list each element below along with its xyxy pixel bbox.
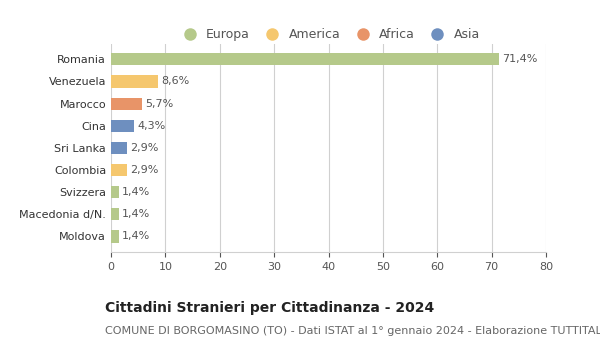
Bar — [111, 98, 142, 110]
Bar — [111, 75, 158, 88]
Bar — [111, 186, 119, 198]
Text: 1,4%: 1,4% — [122, 231, 150, 242]
Text: 2,9%: 2,9% — [130, 165, 158, 175]
Bar — [111, 208, 119, 220]
Text: 5,7%: 5,7% — [145, 99, 173, 108]
Bar — [111, 120, 134, 132]
Text: Cittadini Stranieri per Cittadinanza - 2024: Cittadini Stranieri per Cittadinanza - 2… — [105, 301, 434, 315]
Legend: Europa, America, Africa, Asia: Europa, America, Africa, Asia — [172, 23, 485, 46]
Bar — [111, 164, 127, 176]
Bar — [111, 230, 119, 243]
Text: 8,6%: 8,6% — [161, 76, 189, 86]
Bar — [111, 142, 127, 154]
Text: 2,9%: 2,9% — [130, 143, 158, 153]
Bar — [111, 53, 499, 65]
Text: COMUNE DI BORGOMASINO (TO) - Dati ISTAT al 1° gennaio 2024 - Elaborazione TUTTIT: COMUNE DI BORGOMASINO (TO) - Dati ISTAT … — [105, 326, 600, 336]
Text: 1,4%: 1,4% — [122, 209, 150, 219]
Text: 71,4%: 71,4% — [503, 54, 538, 64]
Text: 1,4%: 1,4% — [122, 187, 150, 197]
Text: 4,3%: 4,3% — [137, 121, 166, 131]
